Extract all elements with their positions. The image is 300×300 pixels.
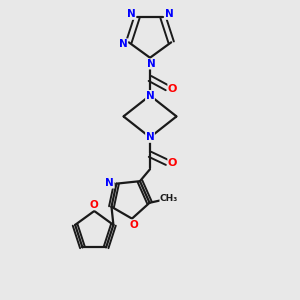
Text: O: O (129, 220, 138, 230)
Text: N: N (165, 9, 174, 19)
Text: O: O (90, 200, 99, 210)
Text: N: N (127, 9, 136, 19)
Text: N: N (146, 132, 154, 142)
Text: N: N (105, 178, 114, 188)
Text: CH₃: CH₃ (160, 194, 178, 202)
Text: O: O (168, 158, 177, 168)
Text: N: N (146, 91, 154, 100)
Text: N: N (119, 39, 128, 49)
Text: O: O (168, 84, 177, 94)
Text: N: N (147, 59, 156, 69)
